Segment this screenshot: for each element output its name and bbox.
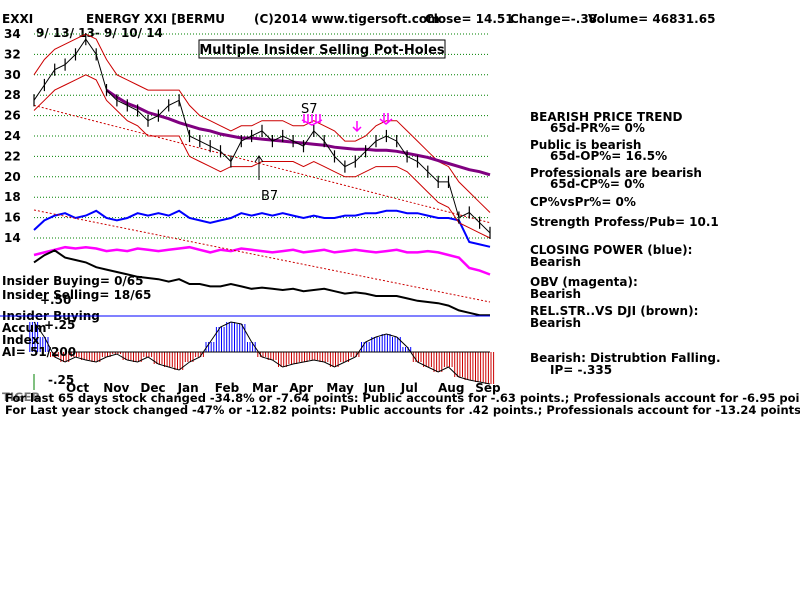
accum-index-title-3: Index — [2, 333, 40, 347]
indicator-lines — [33, 209, 491, 317]
footer-65day-summary: For last 65 days stock changed -34.8% or… — [5, 391, 800, 405]
price-gridlines — [34, 33, 490, 239]
y-tick-label-26: 26 — [4, 109, 21, 123]
y-tick-label-18: 18 — [4, 190, 21, 204]
chart-title: Multiple Insider Selling Pot-Holes — [199, 43, 445, 58]
month-label-jun: Jun — [363, 381, 386, 395]
insider-buying-count: Insider Buying= 0/65 — [2, 274, 144, 288]
sell-arrows — [301, 113, 393, 133]
footer-year-summary: For Last year stock changed -47% or -12.… — [5, 403, 800, 417]
month-label-dec: Dec — [140, 381, 165, 395]
closing-power-line — [33, 209, 491, 248]
y-tick-label-30: 30 — [4, 68, 21, 82]
month-label-may: May — [326, 381, 354, 395]
upper-band-line — [33, 33, 491, 213]
public-op: 65d-OP%= 16.5% — [550, 149, 667, 163]
chart-title-box — [198, 39, 446, 59]
month-label-feb: Feb — [215, 381, 240, 395]
y-tick-label-20: 20 — [4, 170, 21, 184]
date-range: 9/ 13/ 13- 9/ 10/ 14 — [36, 26, 163, 40]
closing-power-status: Bearish — [530, 255, 581, 269]
s7-signal-label: S7 — [301, 102, 318, 117]
price-trendline — [33, 104, 491, 224]
y-tick-label-16: 16 — [4, 211, 21, 225]
month-label-apr: Apr — [289, 381, 313, 395]
obv-line — [33, 245, 491, 276]
month-label-oct: Oct — [66, 381, 89, 395]
y-tick-label-14: 14 — [4, 231, 21, 245]
month-axis: Oct Nov Dec Jan Feb Mar Apr May Jun Jul Aug Sep — [66, 381, 501, 395]
month-label-mar: Mar — [252, 381, 278, 395]
price-change: Change=-.38 — [510, 12, 597, 26]
closing-power-label: CLOSING POWER (blue): — [530, 243, 692, 257]
obv-label: OBV (magenta): — [530, 275, 638, 289]
month-label-jan: Jan — [177, 381, 199, 395]
rel-str-status: Bearish — [530, 316, 581, 330]
trend-pr: 65d-PR%= 0% — [550, 121, 645, 135]
y-tick-label-22: 22 — [4, 149, 21, 163]
insider-selling-count: Insider Selling= 18/65 — [2, 288, 151, 302]
ai-value: AI= 51/200 — [2, 345, 76, 359]
obv-status: Bearish — [530, 287, 581, 301]
moving-average-line — [105, 88, 491, 177]
trend-title: BEARISH PRICE TREND — [530, 110, 683, 124]
month-label-jul: Jul — [400, 381, 418, 395]
price-line — [33, 38, 491, 234]
month-label-aug: Aug — [438, 381, 464, 395]
company-name: ENERGY XXI [BERMU — [86, 12, 225, 26]
price-axis-ticks: 14 16 18 20 22 24 26 28 30 32 34 — [4, 27, 21, 245]
accum-index-line — [33, 321, 491, 385]
distribution-status: Bearish: Distrubtion Falling. — [530, 351, 721, 365]
closing-power-trendline — [33, 209, 491, 303]
month-label-sep: Sep — [475, 381, 501, 395]
volume: Volume= 46831.65 — [588, 12, 715, 26]
sell-arrow-double — [379, 113, 393, 125]
ip-value: IP= -.335 — [550, 363, 612, 377]
copyright-text: (C)2014 www.tigersoft.com — [254, 12, 440, 26]
accum-tick-plus-25: +.25 — [44, 318, 75, 332]
rel-str-label: REL.STR..VS DJI (brown): — [530, 304, 698, 318]
sell-arrow — [352, 121, 362, 133]
close-price: Close= 14.51 — [425, 12, 514, 26]
price-series — [33, 33, 491, 239]
ticker-symbol: EXXI — [2, 12, 33, 26]
lower-band-line — [33, 74, 491, 239]
b7-signal-label: B7 — [261, 189, 278, 204]
buy-arrow — [254, 155, 264, 180]
sell-arrow-cluster — [301, 114, 323, 126]
y-tick-label-24: 24 — [4, 129, 21, 143]
cp-vs-pr: CP%vsPr%= 0% — [530, 195, 636, 209]
month-label-nov: Nov — [103, 381, 129, 395]
accum-tick-minus-25: -.25 — [48, 373, 74, 387]
y-tick-label-32: 32 — [4, 47, 21, 61]
strength-ratio: Strength Profess/Pub= 10.1 — [530, 215, 719, 229]
accum-index-title-2: Accum — [2, 321, 47, 335]
y-tick-label-28: 28 — [4, 88, 21, 102]
accum-tick-plus-50: +.50 — [40, 293, 71, 307]
public-title: Public is bearish — [530, 138, 641, 152]
footer-overlap-text: TIGER — [2, 390, 40, 404]
accum-index-bars — [29, 321, 495, 385]
professionals-cp: 65d-CP%= 0% — [550, 177, 645, 191]
rel-str-line — [33, 249, 490, 317]
y-tick-label-34: 34 — [4, 27, 21, 41]
professionals-title: Professionals are bearish — [530, 166, 702, 180]
